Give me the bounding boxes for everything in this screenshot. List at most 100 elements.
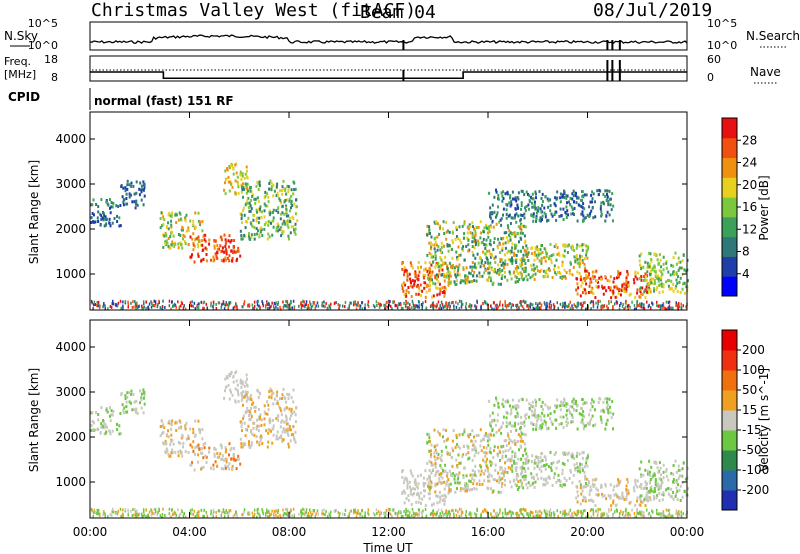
power-cell <box>619 293 622 297</box>
velocity-cell <box>263 404 266 408</box>
power-cell <box>640 305 643 309</box>
velocity-cell <box>165 447 168 451</box>
velocity-cell <box>521 470 524 474</box>
velocity-cell <box>264 412 267 416</box>
power-cell <box>662 302 665 306</box>
power-cell <box>520 207 523 211</box>
velocity-cell <box>634 483 637 487</box>
velocity-cell <box>502 415 505 419</box>
velocity-cell <box>467 451 470 455</box>
power-cell <box>278 228 281 232</box>
power-cell <box>463 236 465 240</box>
velocity-cell <box>290 414 292 418</box>
nave-label: Nave <box>750 65 781 79</box>
power-cell <box>501 303 504 307</box>
power-cell <box>584 288 586 292</box>
power-cell <box>624 305 627 309</box>
power-cell <box>357 301 359 305</box>
power-cell <box>307 303 310 307</box>
velocity-cell <box>459 489 462 493</box>
velocity-cell <box>585 482 587 485</box>
velocity-cell <box>513 439 516 443</box>
power-cell <box>526 255 529 258</box>
power-cell <box>248 206 251 209</box>
power-cell <box>438 224 441 228</box>
velocity-cell <box>568 477 571 480</box>
power-cell <box>431 295 433 299</box>
velocity-cell <box>430 463 433 467</box>
velocity-cell <box>402 489 405 493</box>
velocity-cell <box>194 433 197 437</box>
power-cell <box>135 306 137 310</box>
power-cell <box>538 306 541 310</box>
power-cell <box>425 306 428 310</box>
power-cell <box>541 203 544 207</box>
power-cell <box>417 286 420 289</box>
power-cell <box>477 241 480 245</box>
velocity-cell <box>428 488 431 492</box>
power-cell <box>670 263 673 267</box>
velocity-cell <box>565 413 568 417</box>
velocity-cell <box>524 477 527 481</box>
power-cell <box>590 300 593 303</box>
velocity-cell <box>556 398 559 402</box>
power-cell <box>531 197 534 201</box>
velocity-cell <box>494 478 496 482</box>
power-cell <box>291 204 294 208</box>
power-cell <box>394 303 397 307</box>
power-cell <box>289 306 292 310</box>
power-cell <box>488 249 491 253</box>
power-cell <box>423 286 426 290</box>
power-cell <box>587 273 590 277</box>
velocity-cell <box>234 513 236 517</box>
velocity-cell <box>257 429 260 433</box>
velocity-cell <box>578 467 581 471</box>
velocity-cell <box>656 484 658 488</box>
velocity-cell <box>503 439 506 443</box>
power-cell <box>550 254 553 258</box>
velocity-cell <box>490 433 493 437</box>
power-cell <box>592 303 595 307</box>
power-cell <box>499 242 502 246</box>
power-cell <box>440 306 442 310</box>
velocity-cell <box>406 484 409 488</box>
power-cell <box>212 304 214 308</box>
power-cell <box>258 304 260 308</box>
power-cell <box>428 251 431 255</box>
velocity-cell <box>169 443 172 447</box>
power-cell <box>122 203 125 207</box>
power-cell <box>586 213 589 217</box>
power-cell <box>505 231 508 235</box>
power-cell <box>190 304 193 308</box>
power-cell <box>261 234 264 237</box>
velocity-cell <box>512 424 514 428</box>
power-cell <box>107 307 109 311</box>
velocity-cell <box>544 423 547 427</box>
power-cell <box>526 278 529 282</box>
velocity-cell <box>468 479 471 483</box>
velocity-cell <box>248 409 251 413</box>
velocity-cell <box>236 515 238 519</box>
velocity-cell <box>355 511 358 515</box>
velocity-cell <box>612 514 614 518</box>
velocity-cell <box>653 495 656 499</box>
power-cell <box>229 301 232 305</box>
velocity-cell <box>250 441 253 445</box>
power-cell <box>598 276 601 280</box>
power-cell <box>482 264 485 268</box>
velocity-cell <box>489 447 492 451</box>
power-cell <box>454 282 457 286</box>
power-cell <box>512 303 514 307</box>
velocity-cell <box>524 508 526 512</box>
power-cell <box>359 304 362 308</box>
velocity-cell <box>229 388 232 392</box>
velocity-cell <box>500 485 503 489</box>
velocity-cell <box>422 484 425 488</box>
power-cell <box>592 192 595 196</box>
power-cell <box>517 249 520 253</box>
power-cell <box>269 179 272 183</box>
velocity-cell <box>520 467 523 471</box>
power-cell <box>563 189 565 193</box>
power-cell <box>203 306 205 310</box>
velocity-cell <box>547 413 550 417</box>
